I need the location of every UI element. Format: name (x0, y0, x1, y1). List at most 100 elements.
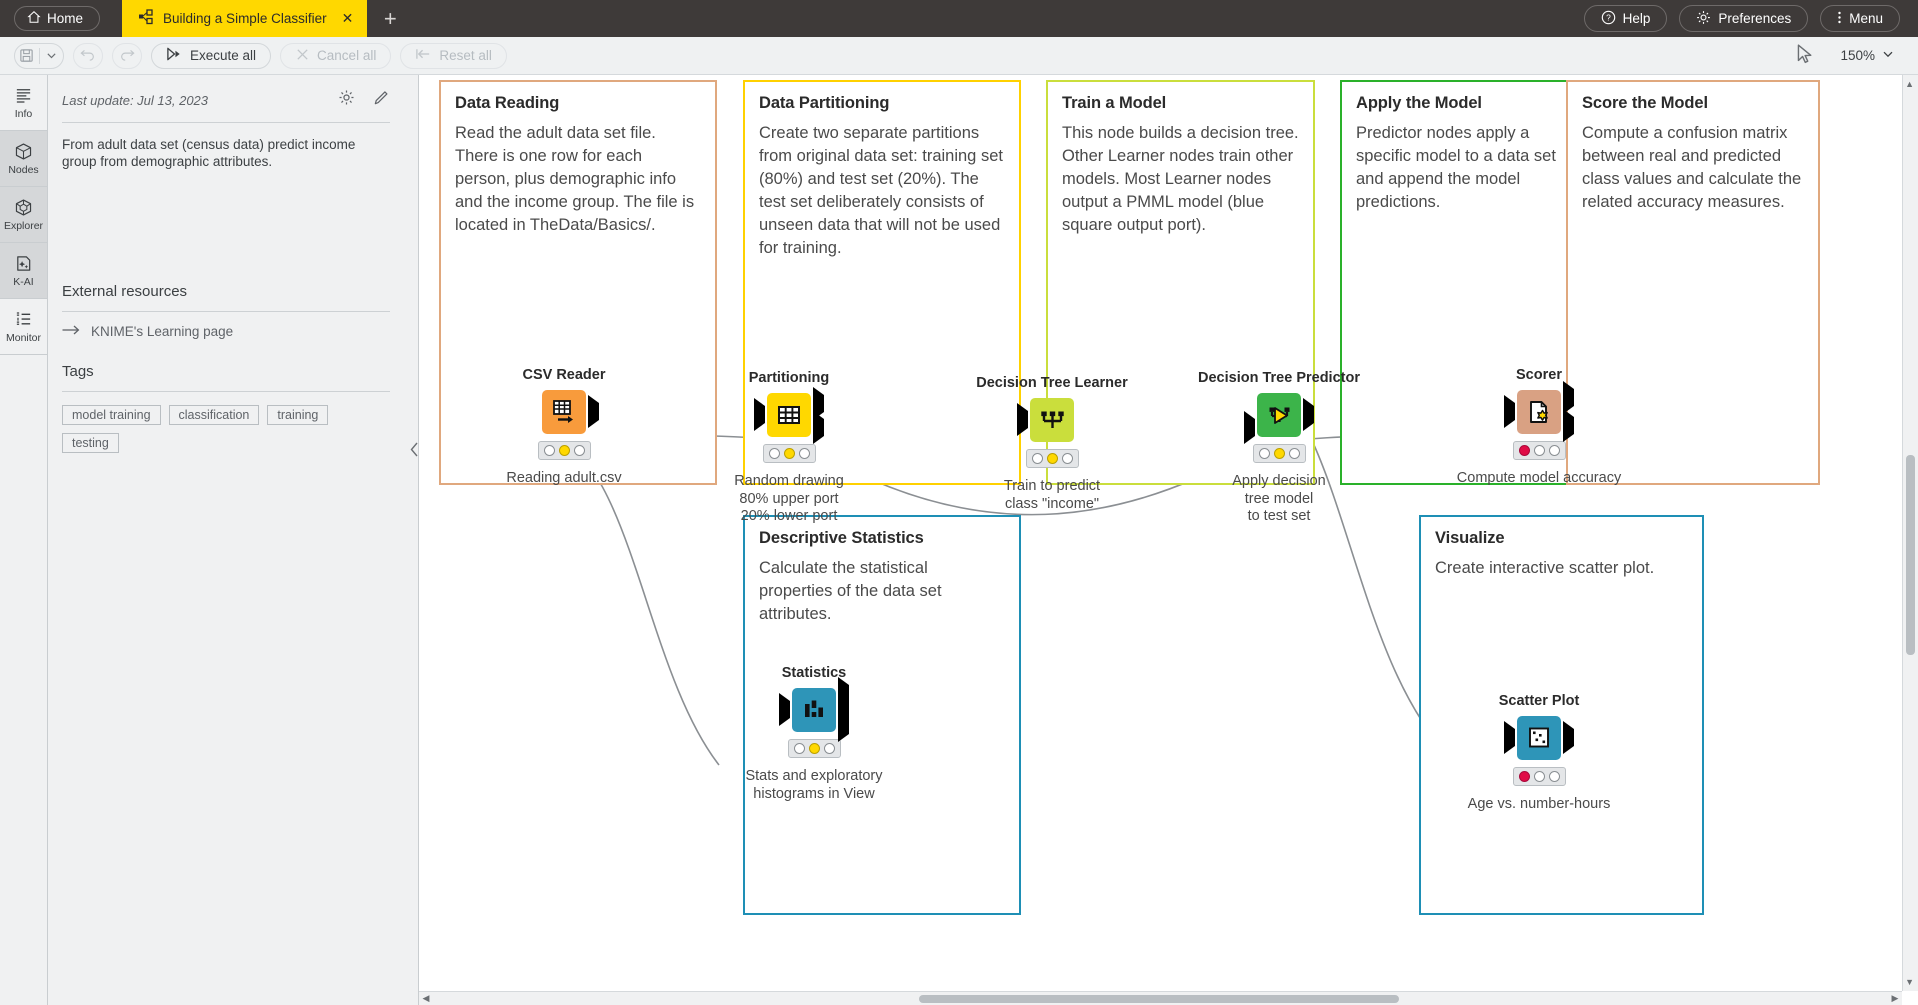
node-title: Scatter Plot (1498, 693, 1580, 709)
chevron-down-icon[interactable] (40, 50, 64, 61)
chevron-down-icon[interactable]: ▼ (1905, 977, 1914, 987)
node-decision-tree-predictor[interactable]: Decision Tree Predictor (1164, 370, 1394, 526)
sidebar-item-info[interactable]: Info (0, 75, 47, 131)
nodes-cube-icon (14, 142, 33, 161)
home-icon (27, 10, 41, 27)
statistics-histogram-icon[interactable] (792, 688, 836, 732)
cursor-arrow-icon[interactable] (1797, 44, 1814, 67)
decision-tree-icon[interactable] (1030, 398, 1074, 442)
output-port-occurrences[interactable] (838, 708, 849, 742)
zoom-level-value: 150% (1840, 48, 1875, 63)
chevron-right-icon[interactable]: ▶ (1891, 993, 1899, 1003)
node-status-lights (762, 444, 816, 463)
help-button[interactable]: ? Help (1583, 5, 1668, 32)
reset-all-button[interactable]: Reset all (400, 42, 507, 69)
sidebar-item-nodes[interactable]: Nodes (0, 131, 47, 187)
tag-chip[interactable]: training (267, 404, 329, 425)
undo-icon (80, 47, 96, 64)
redo-button[interactable] (112, 42, 142, 69)
arrow-right-icon (62, 324, 80, 339)
annotation-text: Compute a confusion matrix between real … (1582, 124, 1802, 211)
node-statistics[interactable]: Statistics (699, 665, 929, 803)
sidebar-item-label: Info (14, 107, 33, 120)
divider (62, 122, 390, 123)
node-subtitle: Train to predict class "income" (1003, 478, 1101, 512)
execute-all-button[interactable]: Execute all (151, 42, 272, 69)
node-partitioning[interactable]: Partitioning (674, 370, 904, 526)
new-tab-button[interactable]: + (367, 0, 413, 37)
annotation-title: Apply the Model (1356, 94, 1482, 112)
tag-chip[interactable]: model training (62, 404, 161, 425)
input-port-table[interactable] (1504, 395, 1515, 428)
annotation-score-the-model[interactable]: Score the Model Compute a confusion matr… (1566, 80, 1820, 485)
panel-divider[interactable] (418, 75, 419, 1005)
scatter-plot-icon[interactable] (1517, 716, 1561, 760)
node-scatter-plot[interactable]: Scatter Plot (1424, 693, 1654, 814)
sidebar-item-k-ai[interactable]: K-AI (0, 243, 47, 299)
vertical-scroll-thumb[interactable] (1906, 455, 1915, 655)
status-light (1518, 771, 1530, 782)
sidebar-item-label: Explorer (3, 219, 44, 232)
status-light (573, 445, 585, 456)
left-icon-rail: Info Nodes Explorer K-AI Monitor (0, 75, 48, 1005)
save-button[interactable] (14, 42, 64, 69)
input-port-table[interactable] (1244, 411, 1255, 445)
node-decision-tree-learner[interactable]: Decision Tree Learner (937, 375, 1167, 513)
workflow-tab[interactable]: Building a Simple Classifier ✕ (122, 0, 368, 37)
explorer-cube-icon (14, 198, 33, 217)
predictor-play-icon[interactable] (1257, 393, 1301, 437)
workflow-tab-label: Building a Simple Classifier (163, 11, 327, 26)
info-lines-icon (14, 86, 33, 105)
output-port-table[interactable] (1303, 398, 1314, 431)
undo-button[interactable] (73, 42, 103, 69)
home-button[interactable]: Home (14, 6, 101, 31)
node-scorer[interactable]: Scorer (1424, 367, 1654, 488)
node-title: Decision Tree Learner (976, 375, 1128, 391)
close-icon[interactable]: ✕ (341, 10, 354, 26)
annotation-title: Data Reading (455, 94, 560, 112)
node-title: Scorer (1516, 367, 1562, 383)
pencil-icon[interactable] (373, 89, 390, 111)
sidebar-item-explorer[interactable]: Explorer (0, 187, 47, 243)
zoom-level-select[interactable]: 150% (1840, 48, 1894, 63)
cancel-all-button[interactable]: Cancel all (280, 42, 392, 69)
horizontal-scroll-thumb[interactable] (919, 994, 1399, 1003)
annotation-text: Calculate the statistical properties of … (759, 559, 942, 623)
input-port-table[interactable] (1504, 721, 1515, 754)
scorer-document-icon[interactable] (1517, 390, 1561, 434)
output-port-accuracy[interactable] (1563, 409, 1574, 443)
sidebar-item-monitor[interactable]: Monitor (0, 299, 47, 355)
csv-reader-icon[interactable] (542, 390, 586, 434)
gear-icon[interactable] (338, 89, 355, 111)
chevron-left-icon[interactable]: ◀ (422, 993, 430, 1003)
output-port-lower[interactable] (813, 410, 824, 444)
input-port-table[interactable] (754, 398, 765, 431)
chevron-up-icon[interactable]: ▲ (1905, 79, 1914, 89)
node-csv-reader[interactable]: CSV Reader (449, 367, 679, 488)
annotation-descriptive-statistics[interactable]: Descriptive Statistics Calculate the sta… (743, 515, 1021, 915)
tag-chip[interactable]: classification (168, 404, 260, 425)
chevron-left-icon[interactable] (410, 442, 419, 460)
menu-button[interactable]: Menu (1820, 5, 1900, 32)
preferences-button[interactable]: Preferences (1679, 5, 1809, 32)
info-panel-header: Last update: Jul 13, 2023 (62, 89, 390, 111)
input-port-table[interactable] (779, 693, 790, 726)
tag-chip[interactable]: testing (62, 432, 119, 453)
status-light (783, 448, 795, 459)
output-port-table[interactable] (588, 395, 599, 428)
horizontal-scrollbar[interactable]: ◀ ▶ (419, 991, 1902, 1005)
external-link-knime-learning[interactable]: KNIME's Learning page (62, 324, 390, 339)
output-port-image[interactable] (1563, 721, 1574, 754)
status-light (1273, 448, 1285, 459)
vertical-scrollbar[interactable]: ▲ ▼ (1902, 75, 1918, 991)
input-port-table[interactable] (1017, 403, 1028, 436)
editor-toolbar: Execute all Cancel all Reset all 150% (0, 37, 1918, 75)
annotation-text: Create interactive scatter plot. (1435, 559, 1655, 577)
output-port-confusion-matrix[interactable] (1563, 380, 1574, 414)
status-light (823, 743, 835, 754)
annotation-text: Read the adult data set file. There is o… (455, 124, 695, 234)
annotation-visualize[interactable]: Visualize Create interactive scatter plo… (1419, 515, 1704, 915)
preferences-label: Preferences (1718, 11, 1792, 26)
workflow-canvas[interactable]: Data Reading Read the adult data set fil… (419, 75, 1918, 1005)
partitioning-icon[interactable] (767, 393, 811, 437)
